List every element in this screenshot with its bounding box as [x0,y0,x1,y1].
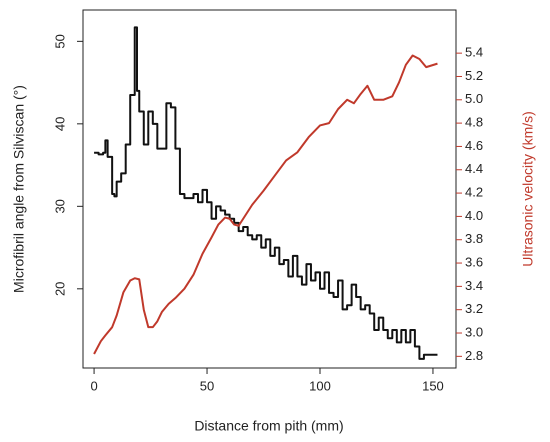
y-axis-label: Microfibril angle from Silviscan (°) [11,85,27,293]
y-tick-label: 50 [52,34,67,48]
y2-tick-label: 5.2 [465,68,483,83]
x-tick-label: 50 [200,378,214,393]
y2-tick-label: 3.6 [465,254,483,269]
y2-tick-label: 2.8 [465,348,483,363]
x-tick-label: 150 [422,378,444,393]
y-tick-label: 40 [52,117,67,131]
y2-tick-label: 4.8 [465,115,483,130]
y-tick-label: 30 [52,199,67,213]
y2-tick-label: 3.0 [465,324,483,339]
data-line [94,26,438,360]
y2-tick-label: 3.4 [465,278,483,293]
y2-tick-label: 4.6 [465,138,483,153]
x-tick-label: 0 [90,378,97,393]
data-line [93,54,438,355]
y2-tick-label: 3.8 [465,231,483,246]
y2-tick-label: 5.0 [465,91,483,106]
y2-tick-label: 3.2 [465,301,483,316]
y2-tick-label: 4.2 [465,185,483,200]
plot-frame [82,9,457,369]
y-tick-label: 20 [52,282,67,296]
y2-tick-label: 4.4 [465,161,483,176]
x-axis-label: Distance from pith (mm) [194,418,343,434]
y2-tick-label: 5.4 [465,45,483,60]
x-tick-label: 100 [309,378,331,393]
y2-axis-label: Ultrasonic velocity (km/s) [520,111,536,267]
y2-tick-label: 4.0 [465,208,483,223]
